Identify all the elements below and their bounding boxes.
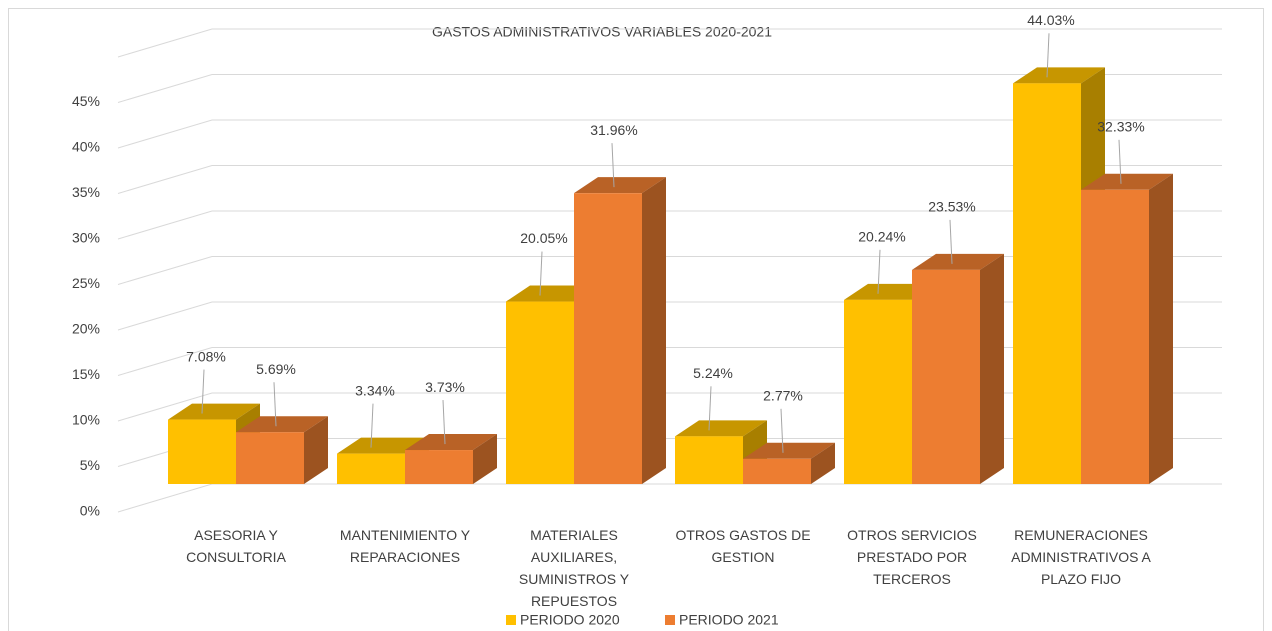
grid-line <box>117 165 1222 194</box>
bar <box>574 193 642 484</box>
chart-title: GASTOS ADMINISTRATIVOS VARIABLES 2020-20… <box>432 24 772 40</box>
data-label: 3.34% <box>355 382 395 398</box>
data-label: 32.33% <box>1097 119 1144 135</box>
bar <box>743 458 811 484</box>
leader-line <box>1046 33 1050 78</box>
x-tick-label: OTROS GASTOS DE GESTION <box>675 527 811 565</box>
leader-line <box>201 369 205 414</box>
y-tick-label: 0% <box>80 503 100 519</box>
leader-line <box>877 249 881 294</box>
x-tick-label: MATERIALES AUXILIARES, SUMINISTROS Y REP… <box>518 527 630 609</box>
legend-swatch <box>665 615 675 625</box>
bar-top <box>168 403 260 420</box>
bar-side <box>473 434 497 484</box>
grid-line <box>117 210 1222 240</box>
x-tick-label: ASESORIA Y CONSULTORIA <box>186 527 286 565</box>
bar-top <box>1013 67 1105 84</box>
bar-side <box>980 253 1004 484</box>
bar <box>1013 83 1081 485</box>
bar-top <box>405 434 497 451</box>
chart-border <box>8 8 1264 631</box>
bar <box>506 301 574 484</box>
legend-label: PERIODO 2021 <box>679 612 779 628</box>
y-tick-label: 15% <box>72 366 100 382</box>
y-tick-label: 5% <box>80 457 100 473</box>
bar <box>405 450 473 484</box>
bar <box>844 299 912 484</box>
x-tick-label: REMUNERACIONES ADMINISTRATIVOS A PLAZO F… <box>1011 527 1151 587</box>
data-label: 5.69% <box>256 361 296 377</box>
bar-top <box>236 416 328 433</box>
leader-line <box>370 403 374 448</box>
bar-top <box>912 253 1004 270</box>
leader-line <box>708 386 712 431</box>
bar-side <box>304 416 328 484</box>
y-tick-label: 10% <box>72 412 100 428</box>
grid-line <box>117 483 1222 513</box>
y-tick-label: 45% <box>72 93 100 109</box>
bar <box>675 436 743 484</box>
data-label: 20.05% <box>520 230 567 246</box>
data-label: 3.73% <box>425 379 465 395</box>
bar-side <box>811 442 835 484</box>
y-tick-label: 30% <box>72 230 100 246</box>
bar <box>168 419 236 484</box>
leader-line <box>442 400 446 445</box>
y-tick-label: 20% <box>72 321 100 337</box>
data-label: 2.77% <box>763 387 803 403</box>
data-label: 7.08% <box>186 348 226 364</box>
leader-line <box>1118 139 1122 184</box>
legend-label: PERIODO 2020 <box>520 612 620 628</box>
grid-line <box>117 119 1222 149</box>
bar <box>912 269 980 484</box>
bar <box>1081 189 1149 484</box>
grid-frame <box>117 28 1222 58</box>
x-tick-label: OTROS SERVICIOS PRESTADO POR TERCEROS <box>847 527 977 587</box>
leader-line <box>539 251 543 296</box>
leader-line <box>780 408 784 453</box>
legend-swatch <box>506 615 516 625</box>
leader-line <box>949 219 953 264</box>
y-tick-label: 25% <box>72 275 100 291</box>
data-label: 23.53% <box>928 199 975 215</box>
bar-top <box>574 177 666 194</box>
data-label: 20.24% <box>858 229 905 245</box>
bar <box>337 453 405 484</box>
bar-top <box>1081 173 1173 190</box>
bar <box>236 432 304 484</box>
bar-side <box>1149 173 1173 484</box>
data-label: 5.24% <box>693 365 733 381</box>
bar-side <box>642 177 666 484</box>
leader-line <box>611 143 615 188</box>
y-tick-label: 35% <box>72 184 100 200</box>
x-tick-label: MANTENIMIENTO Y REPARACIONES <box>339 527 471 565</box>
y-tick-label: 40% <box>72 139 100 155</box>
bar-top <box>743 442 835 459</box>
data-label: 44.03% <box>1027 12 1074 28</box>
grid-line <box>117 256 1222 285</box>
data-label: 31.96% <box>590 122 637 138</box>
grid-line <box>117 74 1222 103</box>
leader-line <box>273 382 277 427</box>
bar-top <box>675 420 767 437</box>
